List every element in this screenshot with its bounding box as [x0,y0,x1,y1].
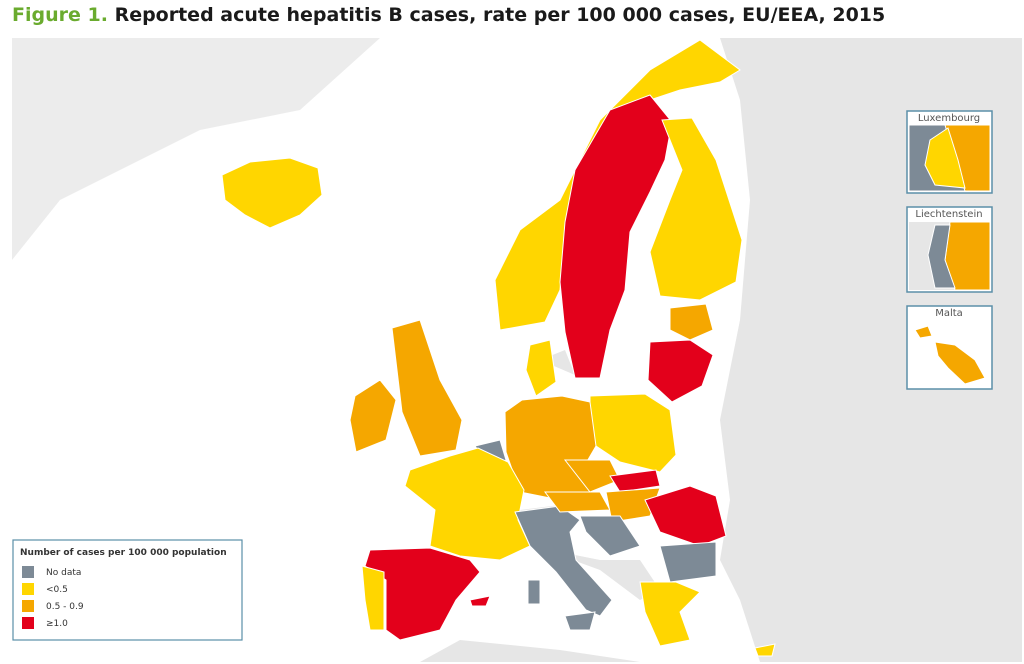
inset-label: Luxembourg [918,113,980,124]
legend-swatch [22,583,34,595]
country [349,379,397,453]
title-text: Reported acute hepatitis B cases, rate p… [114,4,886,26]
country [659,541,717,583]
figure-label: Figure 1. [12,4,108,26]
inset-label: Malta [935,308,963,319]
country [525,339,557,397]
country [927,224,956,289]
title: Figure 1. Reported acute hepatitis B cas… [12,4,885,26]
country [649,117,743,301]
africa [420,640,640,662]
legend-swatch [22,617,34,629]
legend-label: ≥1.0 [46,619,68,629]
legend-swatch [22,600,34,612]
greenland [12,38,380,260]
country [924,127,966,189]
legend-label: 0.5 - 0.9 [46,602,84,612]
non-eu-other [540,350,575,375]
country [609,469,661,493]
country [514,505,613,617]
country [361,565,385,631]
country [639,581,701,647]
inset-liechtenstein: Liechtenstein [906,206,993,293]
country [469,595,491,607]
country [391,319,463,457]
legend-title: Number of cases per 100 000 population [20,548,227,558]
legend-label: No data [46,568,81,578]
country [754,643,776,657]
legend-label: <0.5 [46,585,68,595]
inset-luxembourg: Luxembourg [906,110,993,194]
country [647,339,714,403]
country [559,94,673,379]
country [221,157,323,229]
country [579,515,641,557]
non-eu-land [720,38,1022,662]
legend: Number of cases per 100 000 population N… [12,539,243,641]
country [644,485,727,547]
legend-swatch [22,566,34,578]
inset-label: Liechtenstein [915,209,982,220]
country [605,487,661,523]
country [914,325,986,385]
country [527,579,596,631]
inset-malta: Malta [906,305,993,390]
country [669,303,714,341]
